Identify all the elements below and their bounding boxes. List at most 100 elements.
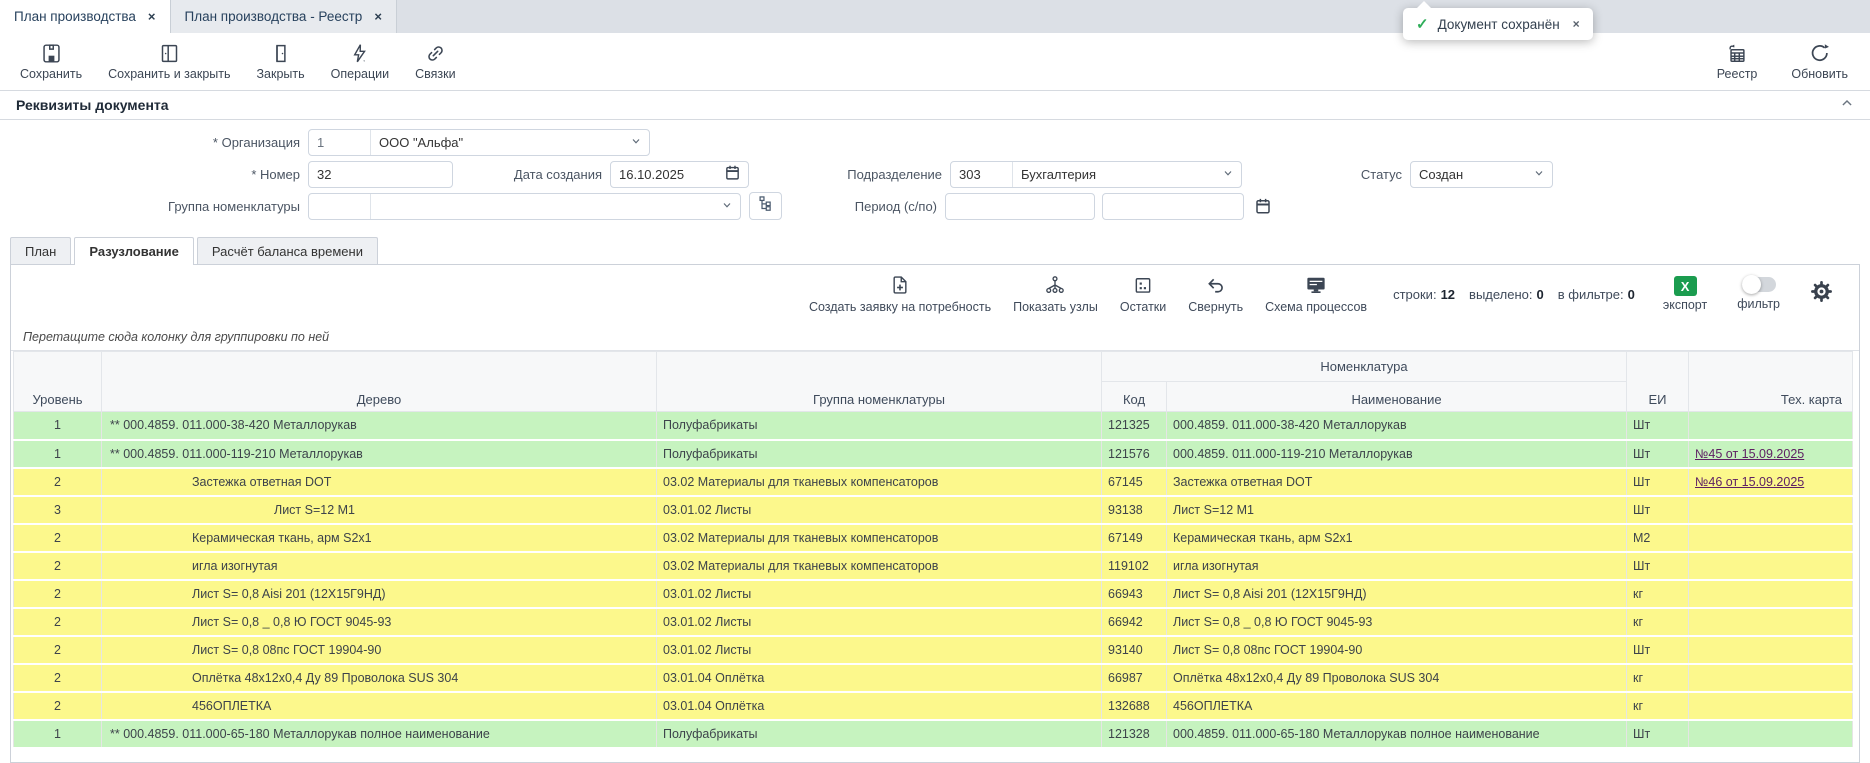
- window-tab-plan[interactable]: План производства ×: [0, 0, 171, 33]
- table-row[interactable]: 2 456ОПЛЕТКА 03.01.04 Оплётка 132688 456ОПЛЕ…: [13, 691, 1853, 721]
- stock-icon: [1133, 275, 1153, 298]
- cell-name: Лист S= 0,8 Aisi 201 (12Х15Г9НД): [1166, 579, 1627, 609]
- registry-icon: [1726, 42, 1748, 64]
- toast-close-icon[interactable]: ×: [1572, 17, 1580, 31]
- department-select[interactable]: 303 Бухгалтерия: [950, 160, 1242, 188]
- cell-unit: кг: [1626, 691, 1689, 721]
- window-tab-registry[interactable]: План производства - Реестр ×: [170, 0, 397, 33]
- door-icon: [270, 43, 291, 64]
- org-select[interactable]: 1 ООО "Альфа": [308, 128, 650, 156]
- main-toolbar: Сохранить Сохранить и закрыть Закрыть Оп…: [0, 33, 1870, 90]
- table-row[interactable]: 1 ** 000.4859. 011.000-65-180 Металлорука…: [13, 719, 1853, 749]
- table-row[interactable]: 2 Керамическая ткань, арм S2х1 03.02 Матер…: [13, 523, 1853, 553]
- tab-time-balance[interactable]: Расчёт баланса времени: [196, 237, 378, 264]
- department-name: Бухгалтерия: [1021, 166, 1097, 182]
- cell-code: 66942: [1101, 607, 1167, 637]
- period-to-field[interactable]: [1102, 192, 1244, 220]
- cell-level: 1: [13, 411, 102, 441]
- save-button[interactable]: Сохранить: [20, 43, 82, 81]
- tab-plan[interactable]: План: [10, 237, 72, 264]
- undo-icon: [1206, 275, 1226, 298]
- nomenclature-group-select[interactable]: [308, 192, 741, 220]
- cell-techcard: [1688, 719, 1853, 749]
- cell-code: 66987: [1101, 663, 1167, 693]
- table-row[interactable]: 2 Оплётка 48х12х0,4 Ду 89 Проволока SUS 3…: [13, 663, 1853, 693]
- cell-group: 03.01.02 Листы: [656, 607, 1102, 637]
- button-label: Свернуть: [1188, 299, 1244, 314]
- chevron-down-icon: [630, 135, 642, 150]
- calendar-icon[interactable]: [1254, 197, 1272, 215]
- section-header-requisites: Реквизиты документа: [0, 90, 1870, 120]
- create-demand-request-button[interactable]: Создать заявку на потребность: [809, 275, 991, 314]
- table-row[interactable]: 2 Лист S= 0,8 Aisi 201 (12Х15Г9НД) 03.01.0…: [13, 579, 1853, 609]
- refresh-button[interactable]: Обновить: [1791, 42, 1848, 81]
- process-diagram-button[interactable]: Схема процессов: [1265, 275, 1367, 314]
- cell-techcard: [1688, 607, 1853, 637]
- tab-explosion[interactable]: Разузлование: [74, 237, 194, 265]
- column-header-nomenclature[interactable]: Номенклатура: [1101, 351, 1627, 382]
- period-from-input[interactable]: [946, 198, 1094, 214]
- cell-unit: Шт: [1626, 411, 1689, 441]
- save-and-close-button[interactable]: Сохранить и закрыть: [108, 43, 231, 81]
- cell-group: 03.01.02 Листы: [656, 495, 1102, 525]
- stock-button[interactable]: Остатки: [1120, 275, 1166, 314]
- filter-toggle[interactable]: фильтр: [1737, 275, 1780, 311]
- creation-date-input[interactable]: [611, 166, 722, 182]
- cell-tree: Застежка ответная DOT: [101, 467, 657, 497]
- operations-button[interactable]: Операции: [331, 43, 389, 81]
- calendar-icon[interactable]: [724, 164, 741, 184]
- techcard-link[interactable]: №45 от 15.09.2025: [1695, 446, 1805, 461]
- toggle-switch-icon[interactable]: [1741, 275, 1776, 294]
- cell-techcard: [1688, 411, 1853, 441]
- cell-level: 2: [13, 523, 102, 553]
- button-label: Обновить: [1791, 67, 1848, 81]
- button-label: Закрыть: [256, 66, 305, 81]
- chevron-down-icon: [1533, 167, 1545, 182]
- settings-gear-icon[interactable]: [1810, 280, 1833, 308]
- column-header-techcard[interactable]: Тех. карта: [1688, 351, 1853, 412]
- table-row[interactable]: 2 Лист S= 0,8 08пс ГОСТ 19904-90 03.01.02 …: [13, 635, 1853, 665]
- techcard-link[interactable]: №46 от 15.09.2025: [1695, 474, 1805, 489]
- column-header-code[interactable]: Код: [1101, 381, 1167, 412]
- close-button[interactable]: Закрыть: [257, 43, 305, 81]
- links-button[interactable]: Связки: [415, 43, 456, 81]
- table-body: 1 ** 000.4859. 011.000-38-420 Металлорука…: [13, 411, 1853, 749]
- tab-label: Разузлование: [89, 244, 179, 259]
- period-to-input[interactable]: [1103, 198, 1243, 214]
- document-form: * Организация 1 ООО "Альфа" * Номер Дата…: [0, 120, 1870, 236]
- column-header-group[interactable]: Группа номенклатуры: [656, 351, 1102, 412]
- table-row[interactable]: 2 игла изогнутая 03.02 Материалы для ткане…: [13, 551, 1853, 581]
- column-header-tree[interactable]: Дерево: [101, 351, 657, 412]
- cell-techcard: [1688, 579, 1853, 609]
- creation-date-field[interactable]: [610, 160, 749, 188]
- column-header-unit[interactable]: ЕИ: [1626, 351, 1689, 412]
- close-tab-icon[interactable]: ×: [147, 9, 156, 24]
- export-button[interactable]: X экспорт: [1663, 276, 1707, 312]
- number-field[interactable]: [308, 160, 453, 188]
- collapse-chevron-icon[interactable]: [1840, 96, 1854, 115]
- org-label: * Организация: [212, 134, 300, 150]
- table-row[interactable]: 2 Застежка ответная DOT 03.02 Материалы дл…: [13, 467, 1853, 497]
- table-row[interactable]: 1 ** 000.4859. 011.000-38-420 Металлорука…: [13, 411, 1853, 441]
- tree-select-button[interactable]: [749, 192, 782, 220]
- table-header: Уровень Дерево Группа номенклатуры Номен…: [13, 351, 1853, 412]
- column-header-name[interactable]: Наименование: [1166, 381, 1627, 412]
- cell-group: 03.01.04 Оплётка: [656, 663, 1102, 693]
- table-row[interactable]: 3 Лист S=12 М1 03.01.02 Листы 93138 Лист S=1…: [13, 495, 1853, 525]
- group-by-hint[interactable]: Перетащите сюда колонку для группировки …: [11, 323, 1859, 351]
- close-tab-icon[interactable]: ×: [374, 9, 382, 24]
- rows-counter: строки: 12: [1393, 286, 1456, 302]
- button-label: Реестр: [1716, 67, 1758, 81]
- show-nodes-button[interactable]: Показать узлы: [1013, 275, 1098, 314]
- column-header-level[interactable]: Уровень: [13, 351, 102, 412]
- check-icon: ✓: [1416, 16, 1429, 33]
- cell-techcard: [1688, 551, 1853, 581]
- table-row[interactable]: 2 Лист S= 0,8 _ 0,8 Ю ГОСТ 9045-93 03.01.0…: [13, 607, 1853, 637]
- number-input[interactable]: [309, 166, 452, 182]
- collapse-button[interactable]: Свернуть: [1188, 275, 1243, 314]
- registry-button[interactable]: Реестр: [1716, 42, 1758, 81]
- status-select[interactable]: Создан: [1410, 160, 1553, 188]
- period-from-field[interactable]: [945, 192, 1095, 220]
- table-row[interactable]: 1 ** 000.4859. 011.000-119-210 Металлорук…: [13, 439, 1853, 469]
- cell-name: Керамическая ткань, арм S2х1: [1166, 523, 1627, 553]
